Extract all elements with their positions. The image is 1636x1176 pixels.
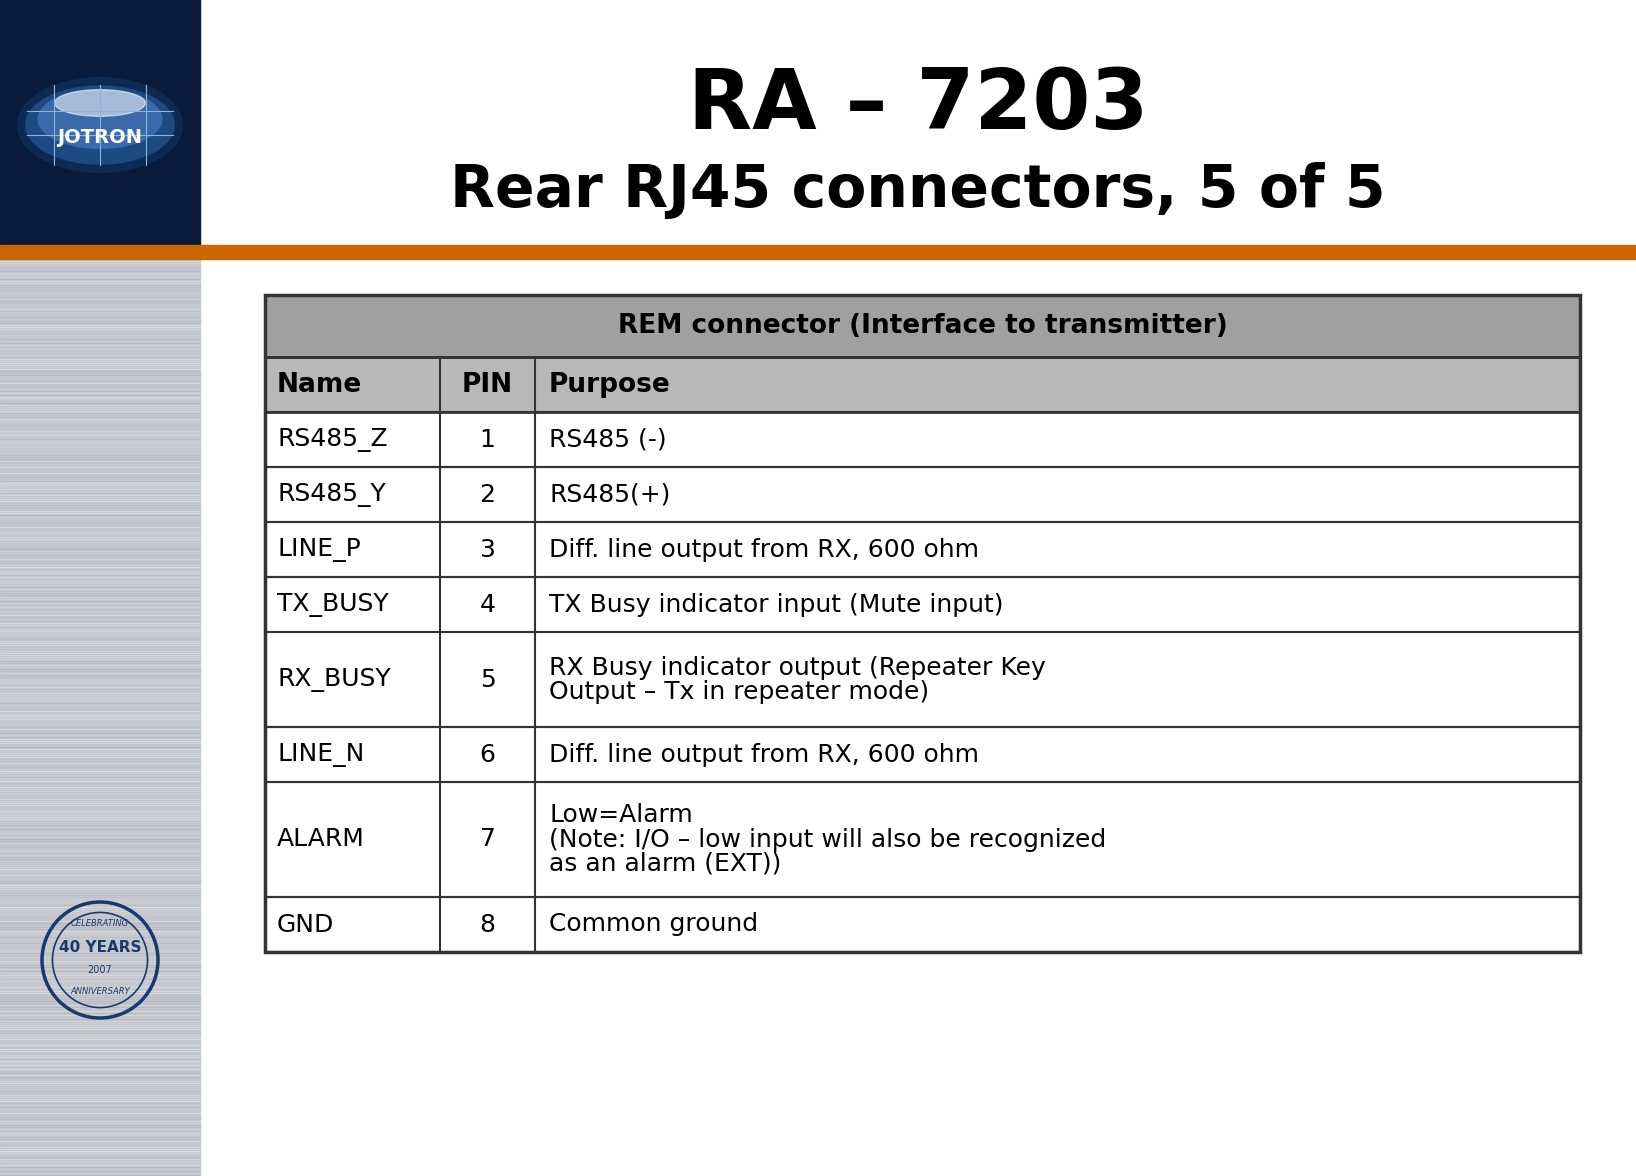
- Text: (Note: I/O – low input will also be recognized: (Note: I/O – low input will also be reco…: [550, 828, 1106, 851]
- Text: 4: 4: [479, 593, 496, 616]
- Bar: [265, 632, 1580, 727]
- Text: 8: 8: [479, 913, 496, 936]
- Text: RA – 7203: RA – 7203: [687, 65, 1148, 146]
- Text: Low=Alarm: Low=Alarm: [550, 803, 692, 828]
- Bar: [265, 358, 1580, 412]
- Text: Rear RJ45 connectors, 5 of 5: Rear RJ45 connectors, 5 of 5: [450, 161, 1386, 219]
- Text: 3: 3: [479, 537, 496, 561]
- Text: PIN: PIN: [461, 372, 514, 397]
- Bar: [265, 467, 1580, 522]
- Text: 7: 7: [479, 828, 496, 851]
- Text: RS485_Z: RS485_Z: [276, 428, 388, 452]
- Bar: [0, 0, 200, 245]
- Bar: [265, 577, 1580, 632]
- Text: TX Busy indicator input (Mute input): TX Busy indicator input (Mute input): [550, 593, 1003, 616]
- Bar: [265, 632, 1580, 727]
- Bar: [0, 259, 200, 1176]
- Text: Name: Name: [276, 372, 362, 397]
- Text: 1: 1: [479, 428, 496, 452]
- Bar: [265, 467, 1580, 522]
- Text: REM connector (Interface to transmitter): REM connector (Interface to transmitter): [618, 313, 1227, 339]
- Text: RX Busy indicator output (Repeater Key: RX Busy indicator output (Repeater Key: [550, 655, 1045, 680]
- Text: LINE_P: LINE_P: [276, 537, 362, 561]
- Bar: [265, 412, 1580, 467]
- Text: ANNIVERSARY: ANNIVERSARY: [70, 988, 129, 996]
- Bar: [265, 897, 1580, 953]
- Ellipse shape: [38, 89, 162, 148]
- Text: 40 YEARS: 40 YEARS: [59, 941, 141, 955]
- Ellipse shape: [43, 91, 157, 143]
- Text: Output – Tx in repeater mode): Output – Tx in repeater mode): [550, 680, 929, 703]
- Text: Diff. line output from RX, 600 ohm: Diff. line output from RX, 600 ohm: [550, 742, 978, 767]
- Text: TX_BUSY: TX_BUSY: [276, 593, 389, 616]
- Ellipse shape: [26, 86, 175, 163]
- Bar: [265, 522, 1580, 577]
- Text: LINE_N: LINE_N: [276, 742, 365, 767]
- Text: GND: GND: [276, 913, 334, 936]
- Text: CELEBRATING: CELEBRATING: [70, 920, 129, 929]
- Text: RX_BUSY: RX_BUSY: [276, 668, 391, 691]
- Bar: [265, 358, 1580, 412]
- Text: Purpose: Purpose: [550, 372, 671, 397]
- Ellipse shape: [54, 89, 146, 116]
- Bar: [265, 295, 1580, 953]
- Text: Common ground: Common ground: [550, 913, 757, 936]
- Text: as an alarm (EXT)): as an alarm (EXT)): [550, 851, 782, 875]
- Text: RS485_Y: RS485_Y: [276, 482, 386, 507]
- Bar: [265, 412, 1580, 467]
- Text: Diff. line output from RX, 600 ohm: Diff. line output from RX, 600 ohm: [550, 537, 978, 561]
- Bar: [265, 295, 1580, 358]
- Text: RS485(+): RS485(+): [550, 482, 671, 507]
- Bar: [265, 727, 1580, 782]
- Bar: [265, 782, 1580, 897]
- Bar: [265, 577, 1580, 632]
- Text: 2007: 2007: [88, 965, 113, 975]
- Text: RS485 (-): RS485 (-): [550, 428, 666, 452]
- Bar: [200, 0, 1636, 245]
- Text: 5: 5: [479, 668, 496, 691]
- Bar: [265, 727, 1580, 782]
- Bar: [265, 782, 1580, 897]
- Bar: [0, 245, 1636, 259]
- Text: 6: 6: [479, 742, 496, 767]
- Ellipse shape: [18, 78, 183, 173]
- Bar: [265, 295, 1580, 358]
- Text: 2: 2: [479, 482, 496, 507]
- Text: JOTRON: JOTRON: [57, 127, 142, 147]
- Bar: [265, 522, 1580, 577]
- Bar: [265, 897, 1580, 953]
- Text: ALARM: ALARM: [276, 828, 365, 851]
